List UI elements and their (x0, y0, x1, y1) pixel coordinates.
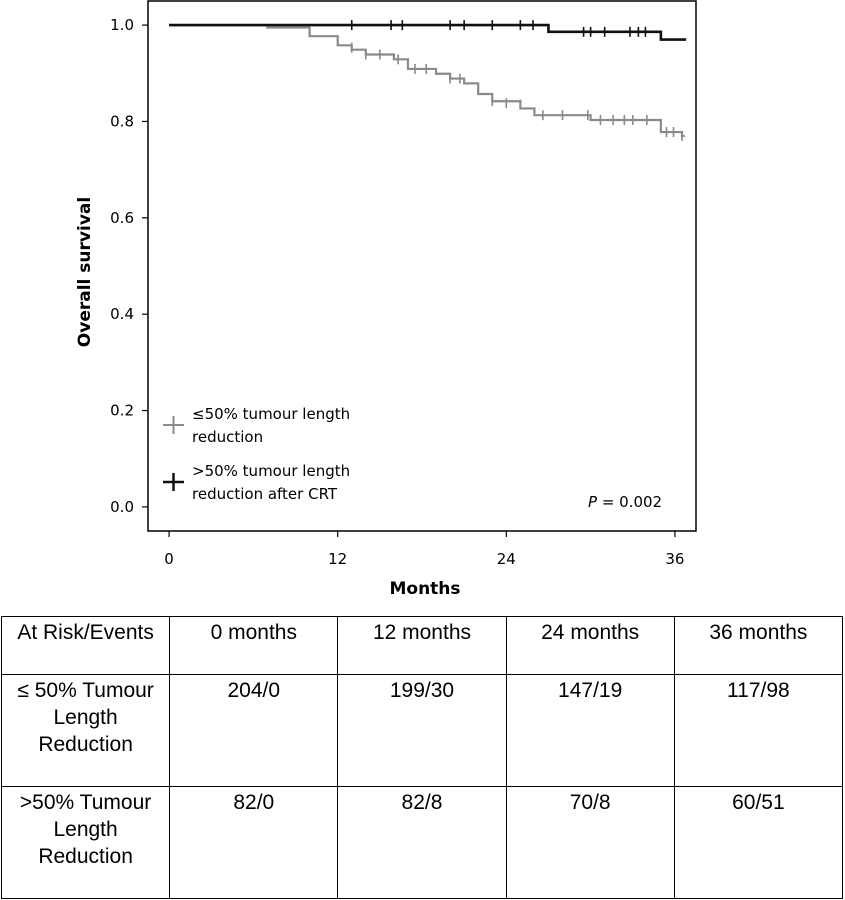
legend-marker-series-1 (163, 416, 184, 434)
y-axis-title: Overall survival (75, 197, 95, 347)
legend-label-series-1-line-1: ≤50% tumour length (192, 405, 350, 423)
risk-cell: 147/19 (505, 674, 675, 788)
legend-marker-series-2 (163, 473, 184, 491)
survival-curve-series-2 (169, 23, 687, 41)
risk-cell: 82/8 (337, 786, 507, 899)
y-tick-label: 0.6 (110, 209, 134, 227)
risk-cell: 199/30 (337, 674, 507, 788)
p-label: P (588, 493, 598, 511)
risk-table-row: >50% Tumour Length Reduction 82/0 82/8 7… (0, 786, 844, 899)
p-value-annotation: P = 0.002 (588, 493, 662, 511)
risk-header-12-months: 12 months (337, 615, 507, 676)
legend-label-series-1-line-2: reduction (192, 428, 263, 446)
risk-cell: 60/51 (673, 786, 844, 899)
risk-header-24-months: 24 months (505, 615, 675, 676)
y-tick-label: 0.2 (110, 402, 134, 420)
risk-table: At Risk/Events 0 months 12 months 24 mon… (0, 615, 844, 899)
legend-label-series-2-line-1: >50% tumour length (192, 462, 350, 480)
risk-cell: 117/98 (673, 674, 844, 788)
x-axis-title: Months (389, 579, 460, 599)
survival-curve-series-1 (169, 23, 685, 138)
risk-header-label: At Risk/Events (0, 615, 171, 676)
risk-cell: 82/0 (169, 786, 339, 899)
y-axis: 0.0 0.2 0.4 0.6 0.8 1.0 (110, 16, 148, 516)
x-tick-label: 0 (164, 550, 174, 568)
legend-label-series-2-line-2: reduction after CRT (192, 485, 338, 503)
risk-row-label: >50% Tumour Length Reduction (0, 786, 171, 899)
x-tick-label: 24 (497, 550, 516, 568)
risk-table-row: ≤ 50% Tumour Length Reduction 204/0 199/… (0, 674, 844, 788)
plot-frame (147, 0, 697, 532)
x-axis: 0 12 24 36 (164, 531, 684, 568)
y-tick-label: 0.4 (110, 305, 134, 323)
series-1 (169, 23, 685, 141)
risk-header-0-months: 0 months (169, 615, 339, 676)
risk-header-36-months: 36 months (673, 615, 844, 676)
risk-row-label: ≤ 50% Tumour Length Reduction (0, 674, 171, 788)
series-2 (169, 20, 687, 41)
survival-curves (169, 20, 687, 141)
p-value: = 0.002 (597, 493, 662, 511)
risk-cell: 70/8 (505, 786, 675, 899)
y-tick-label: 1.0 (110, 16, 134, 34)
legend: ≤50% tumour length reduction >50% tumour… (163, 405, 350, 503)
risk-cell: 204/0 (169, 674, 339, 788)
y-tick-label: 0.0 (110, 498, 134, 516)
risk-table-header-row: At Risk/Events 0 months 12 months 24 mon… (0, 615, 844, 676)
x-tick-label: 12 (328, 550, 347, 568)
y-tick-label: 0.8 (110, 112, 134, 130)
x-tick-label: 36 (665, 550, 684, 568)
survival-chart: 0.0 0.2 0.4 0.6 0.8 1.0 0 12 24 36 Overall survi… (75, 0, 697, 599)
